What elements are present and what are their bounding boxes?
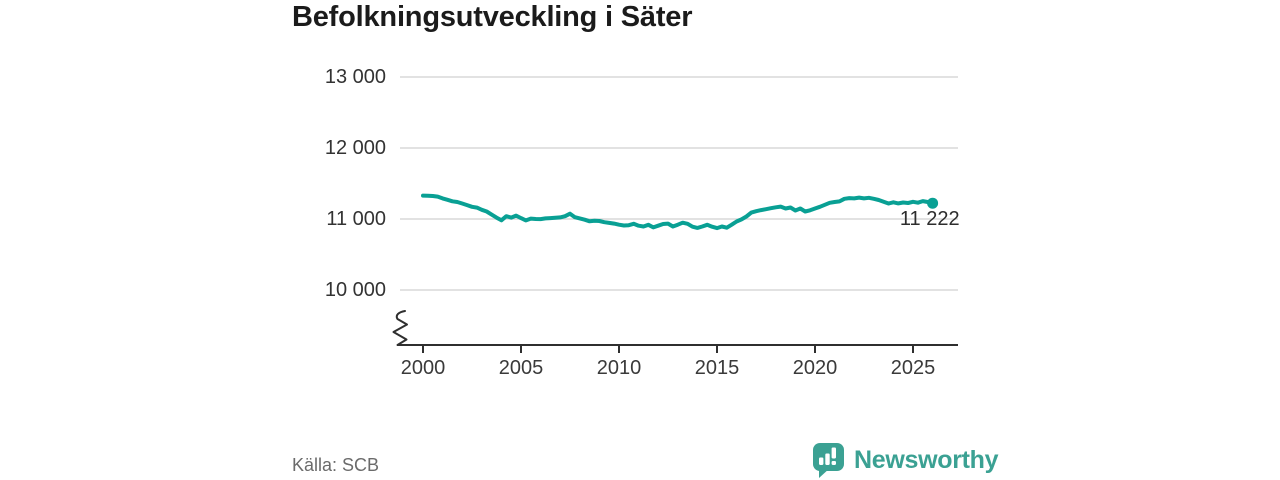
newsworthy-logo-icon [813,443,844,478]
page-title: Befolkningsutveckling i Säter [292,1,693,33]
chart-end-dot [927,197,939,209]
x-tick-label: 2005 [498,357,544,379]
last-value-label: 11 222 [899,208,960,231]
x-tick-label: 2000 [400,357,446,379]
x-tick-label: 2025 [890,357,936,379]
x-tick-label: 2020 [792,357,838,379]
gridlines [400,76,958,291]
population-line-series [421,193,939,231]
chart-line [421,193,935,231]
newsworthy-logo: Newsworthy [812,442,999,479]
x-tick-label: 2010 [596,357,642,379]
axis-break-icon [392,310,408,346]
x-axis [397,344,958,353]
y-tick-label: 12 000 [324,137,386,159]
y-tick-label: 13 000 [324,66,386,88]
y-tick-label: 11 000 [326,208,386,230]
source-label: Källa: SCB [292,455,380,475]
y-tick-label: 10 000 [324,279,386,301]
newsworthy-logo-text: Newsworthy [854,446,999,474]
x-tick-label: 2015 [694,357,740,379]
